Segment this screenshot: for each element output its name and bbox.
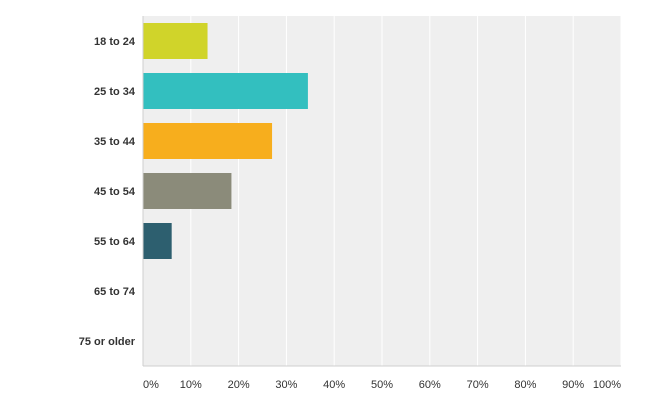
bar[interactable]: [143, 223, 172, 259]
x-tick-label: 0%: [143, 379, 159, 391]
x-tick-label: 100%: [593, 379, 621, 391]
x-tick-label: 30%: [275, 379, 297, 391]
bar[interactable]: [143, 23, 208, 59]
category-label: 35 to 44: [94, 136, 136, 148]
category-label: 75 or older: [79, 336, 136, 348]
category-label: 25 to 34: [94, 86, 136, 98]
x-tick-labels: 0% 10% 20% 30% 40% 50% 60% 70% 80% 90% 100%: [143, 379, 621, 391]
bar[interactable]: [143, 73, 308, 109]
x-tick-label: 40%: [323, 379, 345, 391]
bars: [143, 23, 308, 259]
x-tick-label: 80%: [514, 379, 536, 391]
category-label: 65 to 74: [94, 286, 136, 298]
bar[interactable]: [143, 173, 232, 209]
x-tick-label: 70%: [467, 379, 489, 391]
x-tick-label: 60%: [419, 379, 441, 391]
x-tick-label: 50%: [371, 379, 393, 391]
x-tick-label: 10%: [180, 379, 202, 391]
x-tick-label: 20%: [228, 379, 250, 391]
category-labels: 18 to 24 25 to 34 35 to 44 45 to 54 55 to 64…: [79, 36, 136, 348]
x-tick-label: 90%: [562, 379, 584, 391]
bar[interactable]: [143, 123, 273, 159]
category-label: 18 to 24: [94, 36, 136, 48]
category-label: 55 to 64: [94, 236, 136, 248]
category-label: 45 to 54: [94, 186, 136, 198]
